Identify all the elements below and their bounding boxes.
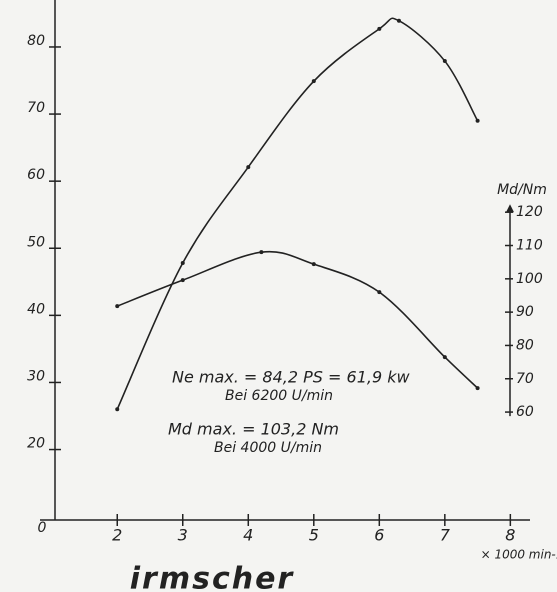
data-point [377, 26, 382, 31]
data-point [311, 79, 316, 84]
data-point [259, 250, 264, 255]
x-tick-label: 7 [440, 526, 451, 545]
y2-tick-label: 70 [516, 371, 534, 387]
data-point [115, 304, 120, 309]
data-point [180, 261, 185, 266]
y2-tick-label: 100 [516, 271, 543, 287]
y2-tick-label: 110 [516, 238, 543, 254]
y2-label: Md/Nm [497, 182, 547, 198]
x-tick-label: 2 [112, 526, 122, 545]
logo: irmscher [130, 562, 295, 592]
x-unit-label: × 1000 min-1 [481, 548, 557, 562]
y-tick-label: 30 [27, 368, 45, 384]
y2-tick-label: 60 [516, 404, 534, 420]
x-tick-label: 4 [243, 526, 253, 545]
annotation: Bei 4000 U/min [214, 440, 322, 456]
y-tick-label: 60 [27, 167, 45, 183]
x-tick-label: 6 [374, 526, 384, 545]
x-tick-label: 3 [178, 526, 188, 545]
series-line [116, 17, 479, 410]
data-point [475, 386, 480, 391]
y-tick-label: 40 [27, 301, 45, 317]
y2-tick-label: 90 [516, 304, 534, 320]
y-tick-label: 20 [27, 436, 45, 452]
y-tick-label: 50 [27, 234, 45, 250]
data-point [246, 165, 251, 170]
y-tick-label: 80 [27, 33, 45, 49]
annotation: Bei 6200 U/min [225, 388, 333, 404]
data-point [442, 355, 447, 360]
y2-tick-label: 120 [516, 204, 543, 220]
data-point [377, 290, 382, 295]
x-tick-label: 8 [505, 526, 515, 545]
annotation: Md max. = 103,2 Nm [168, 420, 339, 439]
origin-label: 0 [38, 520, 47, 536]
data-point [180, 278, 185, 283]
data-point [311, 262, 316, 267]
y2-arrow [506, 204, 514, 213]
annotation: Ne max. = 84,2 PS = 61,9 kw [172, 368, 410, 387]
data-point [442, 59, 447, 64]
data-point [115, 407, 120, 412]
data-point [396, 18, 401, 23]
data-point [475, 118, 480, 123]
x-tick-label: 5 [309, 526, 319, 545]
y2-tick-label: 80 [516, 337, 534, 353]
y-tick-label: 70 [27, 100, 45, 116]
